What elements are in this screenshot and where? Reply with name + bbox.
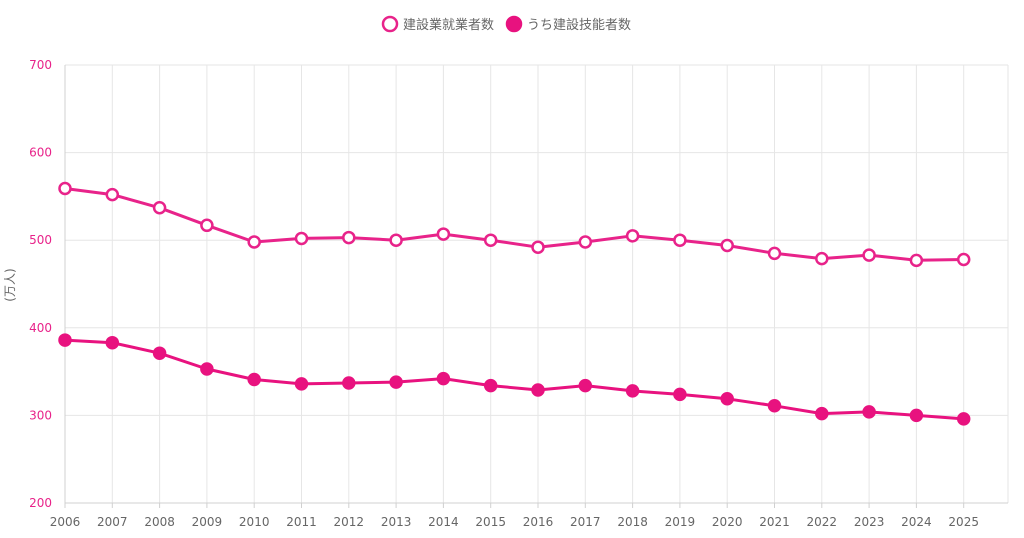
data-point-series-2[interactable] xyxy=(105,335,120,350)
data-point-series-2[interactable] xyxy=(389,375,403,389)
y-axis-label: (万人) xyxy=(3,268,17,301)
data-point-series-1[interactable] xyxy=(483,233,498,247)
legend-marker xyxy=(505,15,523,33)
data-point-series-1[interactable] xyxy=(578,235,593,249)
y-tick-label: 400 xyxy=(29,321,52,335)
data-point-series-1[interactable] xyxy=(956,252,971,267)
legend-label: 建設業就業者数 xyxy=(403,17,494,33)
y-tick-label: 300 xyxy=(29,408,52,422)
x-tick-label: 2013 xyxy=(381,515,412,529)
data-point-series-2[interactable] xyxy=(909,408,924,423)
data-point-series-2[interactable] xyxy=(862,405,876,419)
data-point-series-2[interactable] xyxy=(673,387,687,402)
data-point-series-1[interactable] xyxy=(862,248,876,262)
data-point-series-1[interactable] xyxy=(247,235,261,249)
data-point-series-1[interactable] xyxy=(58,181,72,196)
data-point-series-1[interactable] xyxy=(389,233,403,247)
legend-label: うち建設技能者数 xyxy=(527,17,631,33)
data-point-series-2[interactable] xyxy=(578,378,593,393)
x-tick-label: 2016 xyxy=(523,515,554,529)
data-point-series-1[interactable] xyxy=(342,230,356,245)
x-tick-label: 2007 xyxy=(97,515,128,529)
series-line-1 xyxy=(64,187,964,262)
x-tick-label: 2009 xyxy=(192,515,223,529)
data-point-series-2[interactable] xyxy=(294,377,309,391)
legend-marker xyxy=(381,15,399,33)
data-point-series-2[interactable] xyxy=(767,399,782,413)
legend-item-1[interactable]: 建設業就業者数 xyxy=(381,15,494,33)
y-tick-label: 200 xyxy=(29,496,52,510)
data-point-series-2[interactable] xyxy=(436,371,451,386)
y-tick-label: 500 xyxy=(29,233,52,247)
x-tick-label: 2018 xyxy=(617,515,648,529)
data-point-series-2[interactable] xyxy=(247,372,261,387)
data-point-series-2[interactable] xyxy=(625,384,640,398)
y-tick-label: 600 xyxy=(29,146,52,160)
data-point-series-2[interactable] xyxy=(152,346,167,360)
axes: 200 300 400 500 600 700 2006 2007 2008 2009 2010 20… xyxy=(29,58,1008,529)
data-point-series-1[interactable] xyxy=(767,246,782,261)
data-point-series-2[interactable] xyxy=(342,376,356,390)
x-tick-label: 2014 xyxy=(428,515,459,529)
x-tick-label: 2023 xyxy=(854,515,885,529)
data-point-series-1[interactable] xyxy=(625,229,640,243)
data-point-series-1[interactable] xyxy=(531,240,545,254)
x-tick-label: 2008 xyxy=(144,515,175,529)
x-tick-label: 2017 xyxy=(570,515,601,529)
data-point-series-1[interactable] xyxy=(436,227,451,241)
legend: 建設業就業者数 うち建設技能者数 xyxy=(381,15,631,33)
x-tick-label: 2019 xyxy=(665,515,696,529)
x-tick-label: 2021 xyxy=(759,515,790,529)
data-point-series-2[interactable] xyxy=(720,392,734,406)
data-point-series-1[interactable] xyxy=(294,231,309,246)
data-point-series-2[interactable] xyxy=(483,378,498,393)
data-point-series-2[interactable] xyxy=(815,406,829,421)
data-point-series-2[interactable] xyxy=(58,333,72,347)
data-point-series-1[interactable] xyxy=(200,218,214,233)
data-point-series-2[interactable] xyxy=(531,383,545,397)
data-point-series-2[interactable] xyxy=(200,362,214,376)
y-tick-label: 700 xyxy=(29,58,52,72)
legend-item-2[interactable]: うち建設技能者数 xyxy=(505,15,631,33)
x-tick-label: 2015 xyxy=(475,515,506,529)
x-tick-label: 2024 xyxy=(901,515,932,529)
x-tick-label: 2025 xyxy=(948,515,979,529)
x-tick-label: 2020 xyxy=(712,515,743,529)
x-tick-label: 2012 xyxy=(334,515,365,529)
data-point-series-1[interactable] xyxy=(720,238,734,253)
data-point-series-1[interactable] xyxy=(152,201,167,215)
x-tick-label: 2006 xyxy=(50,515,81,529)
data-point-series-1[interactable] xyxy=(673,233,687,247)
x-tick-label: 2011 xyxy=(286,515,317,529)
data-point-series-1[interactable] xyxy=(909,253,924,268)
grid xyxy=(64,64,1009,504)
x-tick-label: 2022 xyxy=(807,515,838,529)
data-point-series-1[interactable] xyxy=(815,251,829,266)
data-point-series-1[interactable] xyxy=(105,187,120,202)
data-point-series-2[interactable] xyxy=(956,412,971,426)
series-layer xyxy=(58,181,971,426)
series-line-2 xyxy=(64,338,964,421)
x-tick-label: 2010 xyxy=(239,515,270,529)
